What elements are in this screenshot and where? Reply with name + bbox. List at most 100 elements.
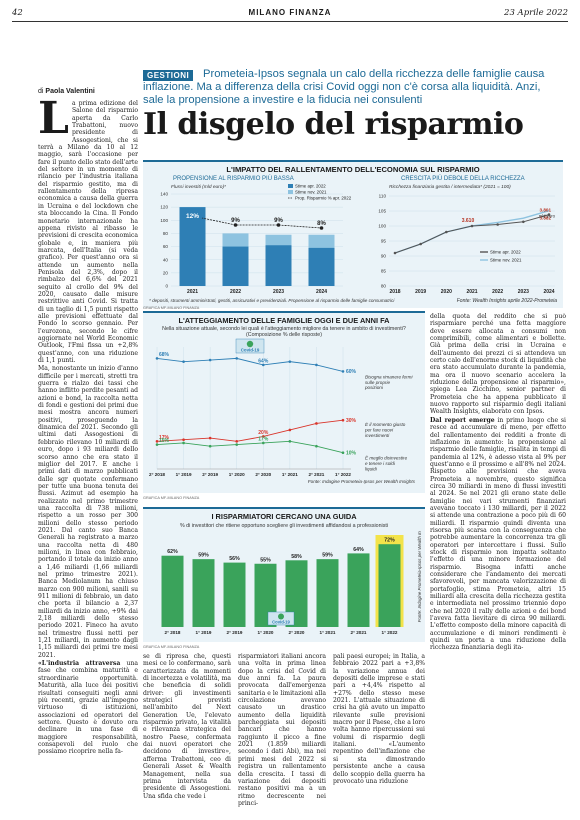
chart2-point bbox=[182, 441, 185, 445]
chart2-label-mid: 17% bbox=[258, 436, 269, 442]
chart1-right-category: 2020 bbox=[441, 289, 452, 295]
chart1-right-tick: 100 bbox=[378, 224, 386, 229]
chart1-left-tick: 0 bbox=[165, 284, 168, 289]
byline-author: Paola Valentini bbox=[45, 88, 95, 95]
section-kicker: GESTIONI bbox=[143, 70, 194, 81]
chart3-bar bbox=[378, 544, 401, 627]
chart3-bar bbox=[161, 555, 184, 627]
chart2-point bbox=[261, 441, 265, 445]
chart2-subtitle: Nella situazione attuale, secondo lei qu… bbox=[162, 326, 406, 339]
chart2-point bbox=[235, 357, 239, 360]
chart3-bar bbox=[192, 559, 215, 627]
chart3-bar-label: 56% bbox=[229, 556, 240, 562]
chart1-right-point-apr bbox=[393, 251, 397, 255]
col5-lead: Dal report emerge bbox=[430, 416, 495, 424]
chart1-right-tick: 90 bbox=[381, 254, 387, 259]
chart2-label-right: 30% bbox=[346, 418, 357, 424]
chart1-right-legend-text: Stime nov. 2021 bbox=[490, 258, 522, 263]
chart1-left-category: 2021 bbox=[187, 289, 198, 295]
chart1-right-tick: 80 bbox=[381, 284, 387, 289]
chart1-propensione-label: 8% bbox=[317, 221, 326, 227]
chart2-label-right: 10% bbox=[346, 450, 357, 456]
chart3-bar-label: 55% bbox=[260, 557, 271, 563]
chart1-right-category: 2024 bbox=[543, 289, 554, 295]
chart2-legend-text: liquidi bbox=[365, 467, 378, 472]
chart1-right-point-apr bbox=[496, 223, 499, 226]
chart2-series-line bbox=[156, 357, 344, 372]
byline: di Paola Valentini bbox=[38, 88, 95, 95]
byline-prefix: di bbox=[38, 88, 44, 95]
virus-icon bbox=[278, 613, 284, 620]
chart2-point bbox=[341, 451, 345, 455]
chart1-right-end-label-top: 3.801 bbox=[540, 208, 552, 213]
chart3-x-label: 2° 2018 bbox=[165, 630, 181, 635]
chart2-label-right: 60% bbox=[346, 369, 357, 375]
chart1-left-category: 2022 bbox=[230, 289, 241, 295]
chart1-left-legend-text: Stime nov. 2021 bbox=[295, 190, 327, 195]
chart2-x-label: 1° 2020 bbox=[229, 472, 245, 477]
chart1-left-axis-label: Flussi investiti (mld euro)* bbox=[171, 184, 226, 190]
chart2-point bbox=[155, 440, 159, 443]
chart2-legend-text: investimenti bbox=[365, 433, 390, 438]
chart1-right-tick: 105 bbox=[378, 209, 386, 214]
chart2-legend-text: È meglio disinvestire bbox=[365, 455, 408, 461]
chart1-source: Fonte: Wealth Insights aprile 2022-Prome… bbox=[456, 298, 557, 304]
chart3-bar bbox=[316, 559, 339, 627]
chart2-point bbox=[315, 444, 318, 448]
chart1-left-tick: 20 bbox=[163, 270, 169, 275]
chart1-right-legend-text: Stime apr. 2022 bbox=[490, 250, 521, 255]
chart2-legend-text: posizioni bbox=[364, 385, 384, 390]
chart3-x-label: 1° 2019 bbox=[196, 630, 212, 635]
chart2-point bbox=[341, 418, 345, 422]
chart1-right-tick: 85 bbox=[381, 269, 387, 274]
chart2-point bbox=[315, 363, 318, 367]
chart1-propensione-label: 9% bbox=[274, 218, 283, 224]
chart1-note: * depositi, strumenti amministrati, gest… bbox=[149, 298, 395, 303]
chart2-series-line bbox=[156, 419, 344, 442]
chart2-legend-text: È il momento giusto bbox=[365, 421, 406, 427]
chart3-x-label: 2° 2019 bbox=[227, 630, 243, 635]
chart3-bar bbox=[223, 562, 246, 627]
col5-para-1: della quota del reddito che si può rispa… bbox=[430, 313, 566, 416]
chart1-propensione-point bbox=[233, 223, 238, 227]
chart1-right-subtitle: CRESCITA PIÙ DEBOLE DELLA RICCHEZZA bbox=[401, 176, 525, 182]
chart2-point bbox=[235, 443, 239, 446]
chart2-label-left: 17% bbox=[159, 435, 170, 441]
chart1-propensione-point bbox=[276, 223, 281, 227]
virus-icon bbox=[246, 340, 254, 348]
chart1-left-tick: 60 bbox=[163, 244, 169, 249]
chart1-left-tick: 80 bbox=[163, 231, 169, 236]
chart1-right-category: 2019 bbox=[415, 289, 426, 295]
page-header: 42 MILANO FINANZA 23 Aprile 2022 bbox=[12, 8, 568, 22]
chart2-label-mid: 64% bbox=[258, 358, 269, 364]
chart3-bar bbox=[347, 553, 370, 627]
chart1-left-category: 2024 bbox=[316, 289, 327, 295]
chart1-left-tick: 40 bbox=[163, 257, 169, 262]
column-5: della quota del reddito che si può rispa… bbox=[430, 313, 566, 813]
chart3-bar bbox=[254, 563, 277, 627]
chart3-source: Fonte: Indagine Prometeia-Ipsos per Weal… bbox=[417, 531, 422, 622]
col1-lead: «L'industria attraversa bbox=[38, 660, 121, 668]
chart1-right-point-apr bbox=[547, 213, 551, 216]
chart2-point bbox=[182, 438, 185, 442]
chart-savers-guidance: I RISPARMIATORI CERCANO UNA GUIDA % di i… bbox=[143, 507, 425, 642]
chart1-right-category: 2018 bbox=[389, 289, 400, 295]
chart1-svg: Flussi investiti (mld euro)* 0 20 40 60 80 100… bbox=[160, 184, 555, 295]
chart1-propensione-point bbox=[319, 226, 324, 230]
chart1-left-legend-swatch bbox=[288, 190, 293, 194]
chart3-x-label: 1° 2020 bbox=[258, 630, 274, 635]
chart3-bar-label: 62% bbox=[167, 549, 178, 555]
chart2-point bbox=[155, 443, 159, 446]
chart1-propensione-line bbox=[192, 215, 322, 229]
dropcap: L bbox=[38, 100, 69, 144]
chart2-point bbox=[155, 357, 159, 360]
chart3-title: I RISPARMIATORI CERCANO UNA GUIDA bbox=[211, 512, 357, 521]
chart3-x-label: 1° 2022 bbox=[382, 630, 398, 635]
header-rule bbox=[12, 21, 568, 22]
chart3-bar-label: 58% bbox=[291, 554, 302, 560]
chart2-point bbox=[288, 360, 292, 363]
page-number: 42 bbox=[12, 8, 23, 18]
chart1-right-category: 2021 bbox=[466, 289, 477, 295]
chart2-svg: Covid-19 68% 64% 60% Bisogna rimanere fermis… bbox=[149, 338, 416, 484]
